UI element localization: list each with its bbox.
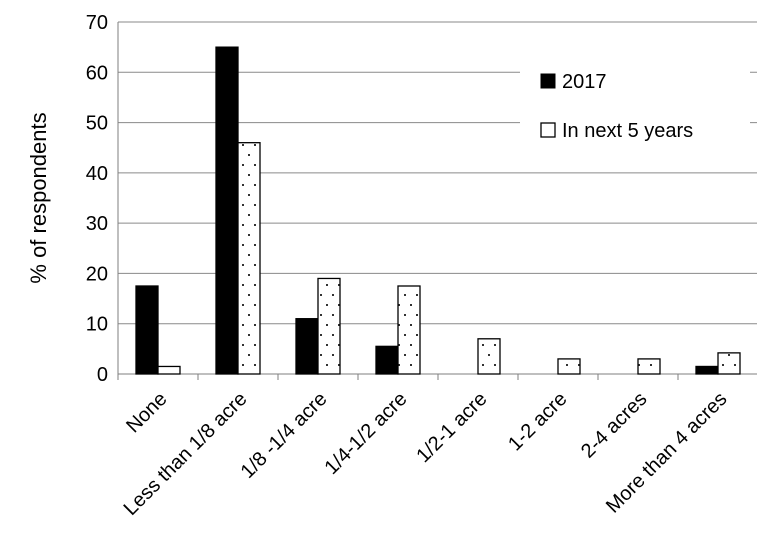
y-axis-title: % of respondents [26,112,51,283]
y-tick-label: 50 [86,113,108,135]
bar-next-5-years [557,358,581,375]
bar-next-5-years [317,277,341,375]
x-tick-label: None [122,388,171,437]
y-tick-label: 60 [86,62,108,84]
x-tick-label: 1/8 -1/4 acre [237,388,332,483]
y-tick-label: 0 [97,364,108,386]
legend-swatch-2017 [540,73,556,89]
bar-next-5-years [477,338,501,375]
bar-next-5-years [157,365,181,375]
legend-label-next-5-years: In next 5 years [562,120,693,142]
bar-next-5-years [237,142,261,375]
legend-label-2017: 2017 [562,71,607,93]
y-tick-label: 10 [86,314,108,336]
y-tick-label: 30 [86,213,108,235]
bar-2017 [695,365,719,375]
bar-next-5-years [637,358,661,375]
bar-2017 [375,345,399,375]
y-tick-label: 70 [86,12,108,34]
x-tick-label: 2-4 acres [577,388,652,463]
legend-swatch-next-5-years [540,122,556,138]
x-axis-tick-marks [117,374,679,380]
bar-2017 [295,318,319,375]
legend: 2017 In next 5 years [520,60,750,160]
y-axis-tick-labels: 0 10 20 30 40 50 60 70 [86,12,108,386]
bar-next-5-years [397,285,421,375]
x-tick-label: 1/4-1/2 acre [321,388,412,479]
bar-2017 [215,46,239,375]
bar-next-5-years [717,352,741,375]
bars [135,46,741,375]
x-tick-label: 1-2 acre [504,388,571,455]
x-tick-label: 1/2-1 acre [412,388,491,467]
y-tick-label: 40 [86,163,108,185]
y-tick-label: 20 [86,263,108,285]
bar-2017 [135,285,159,375]
